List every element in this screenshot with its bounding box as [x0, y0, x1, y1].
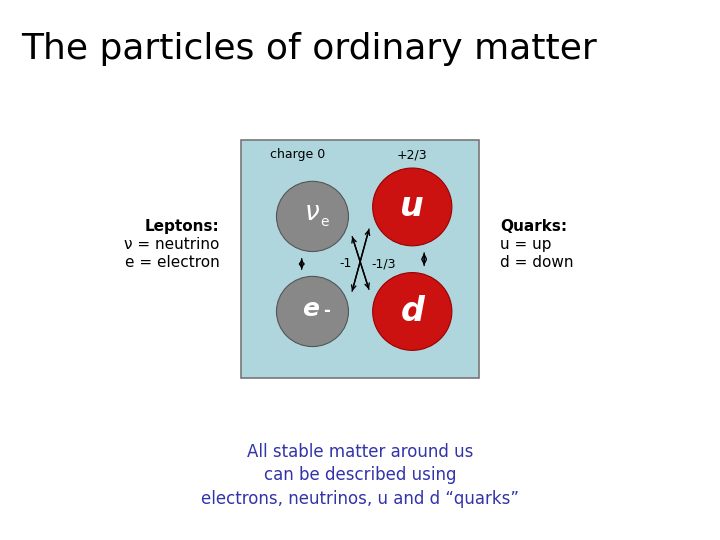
- Ellipse shape: [276, 276, 348, 347]
- Text: Quarks:: Quarks:: [500, 219, 567, 233]
- Ellipse shape: [373, 168, 452, 246]
- Text: d = down: d = down: [500, 255, 574, 270]
- Text: e = electron: e = electron: [125, 255, 220, 270]
- Text: The particles of ordinary matter: The particles of ordinary matter: [22, 32, 598, 65]
- Text: u: u: [400, 191, 424, 224]
- Text: e: e: [302, 298, 319, 321]
- Text: +2/3: +2/3: [397, 148, 428, 161]
- Text: e: e: [320, 215, 329, 229]
- FancyBboxPatch shape: [241, 140, 479, 378]
- Text: All stable matter around us
can be described using
electrons, neutrinos, u and d: All stable matter around us can be descr…: [201, 443, 519, 508]
- Ellipse shape: [373, 273, 452, 350]
- Text: charge 0: charge 0: [270, 148, 325, 161]
- Text: -1: -1: [340, 258, 352, 271]
- Ellipse shape: [276, 181, 348, 252]
- Text: ν = neutrino: ν = neutrino: [125, 238, 220, 252]
- Text: u = up: u = up: [500, 238, 552, 252]
- Text: $\nu$: $\nu$: [305, 200, 320, 226]
- Text: -: -: [323, 302, 330, 320]
- Text: -1/3: -1/3: [372, 258, 396, 271]
- Text: Leptons:: Leptons:: [145, 219, 220, 233]
- Text: d: d: [400, 295, 424, 328]
